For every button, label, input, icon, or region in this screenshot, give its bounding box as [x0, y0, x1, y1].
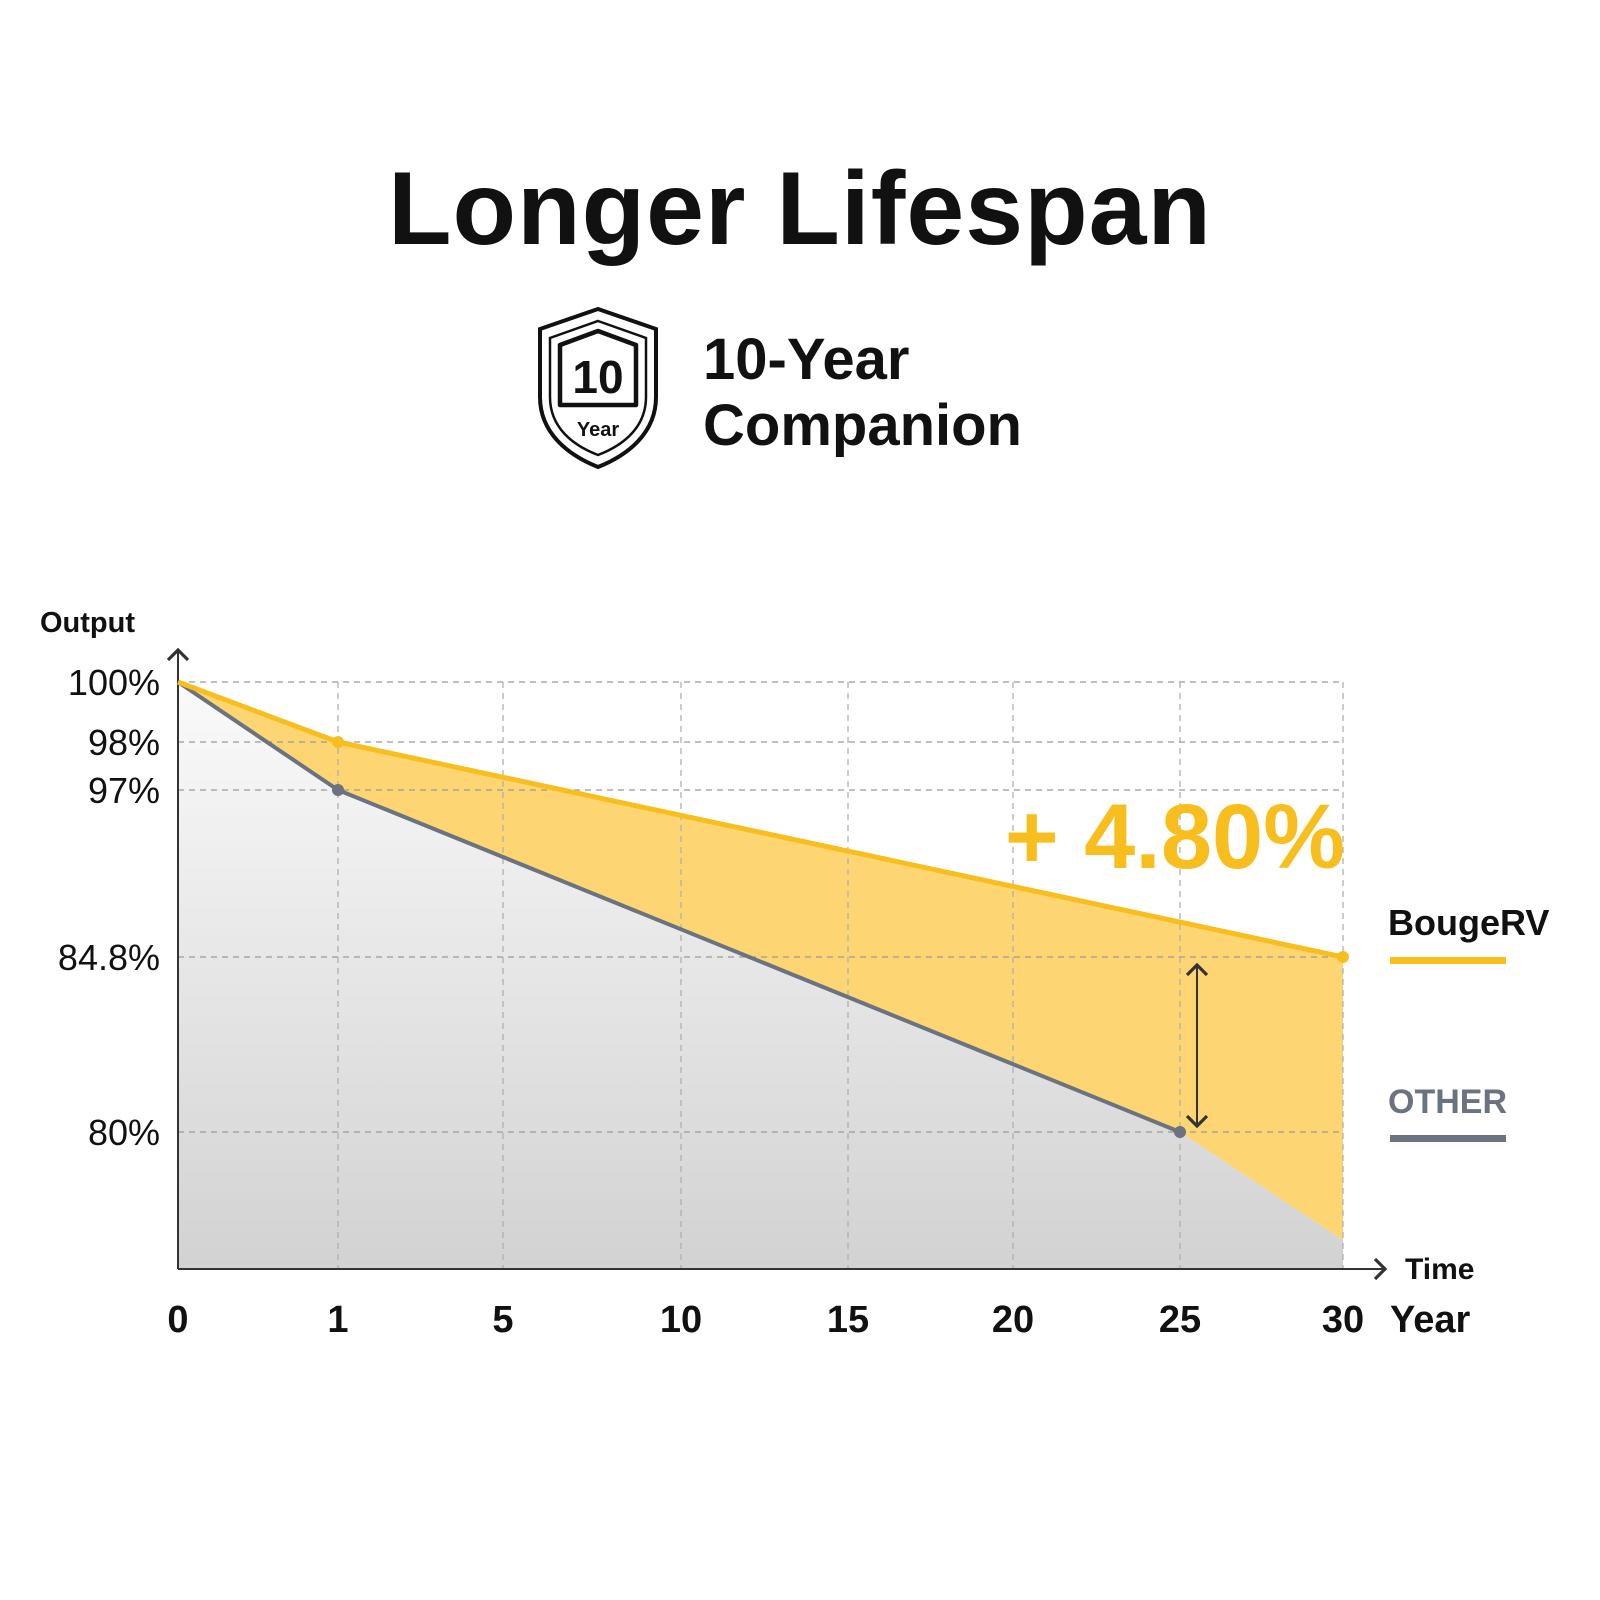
x-tick-label: 30 [1322, 1299, 1364, 1341]
other-area [178, 682, 1343, 1269]
grid-layer [178, 681, 1344, 1269]
x-axis-unit: Year [1390, 1299, 1471, 1341]
legend-label-bougerv: BougeRV [1388, 902, 1549, 943]
badge-line-2: Companion [703, 393, 1022, 458]
y-tick-label: 100% [68, 662, 160, 703]
y-axis-title: Output [40, 607, 135, 639]
page-title: Longer Lifespan [388, 151, 1212, 267]
legend-layer: BougeRV OTHER [1388, 902, 1549, 1142]
data-point-other [332, 784, 344, 796]
data-point-other [1174, 1126, 1186, 1138]
gain-annotation: + 4.80% [1005, 786, 1345, 888]
badge-number: 10 [572, 351, 623, 403]
legend-label-other: OTHER [1388, 1083, 1507, 1121]
area-layer [178, 682, 1343, 1269]
x-axis-title: Time [1405, 1253, 1474, 1286]
y-tick-label: 84.8% [58, 937, 160, 978]
x-tick-label: 25 [1159, 1299, 1201, 1341]
axes-layer [166, 647, 1388, 1281]
y-tick-label: 80% [88, 1112, 160, 1153]
x-tick-label: 15 [827, 1299, 869, 1341]
badge-unit: Year [577, 419, 619, 441]
lines-layer [176, 679, 1349, 1138]
x-tick-label: 5 [492, 1299, 513, 1341]
data-point-bougerv [1337, 951, 1349, 963]
y-tick-label: 97% [88, 770, 160, 811]
legend-swatch-bougerv [1390, 957, 1506, 964]
x-tick-label: 1 [327, 1299, 348, 1341]
x-tick-label: 20 [992, 1299, 1034, 1341]
badge-line-1: 10-Year [703, 327, 910, 392]
warranty-badge: 10 Year 10-Year Companion [528, 305, 1068, 475]
shield-icon: 10 Year [538, 306, 658, 470]
x-tick-label: 0 [167, 1299, 188, 1341]
data-point-bougerv [332, 736, 344, 748]
legend-swatch-other [1390, 1135, 1506, 1142]
y-tick-label: 98% [88, 722, 160, 763]
badge-text: 10-Year Companion [703, 327, 1022, 459]
x-tick-label: 10 [660, 1299, 702, 1341]
